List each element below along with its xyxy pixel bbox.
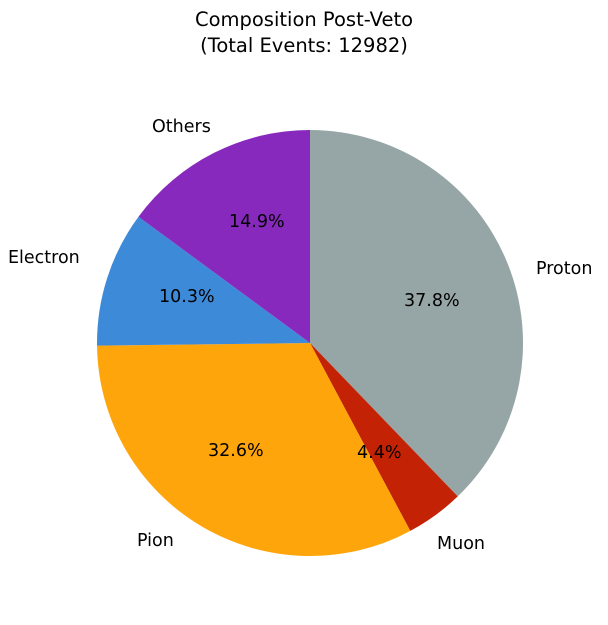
slice-percent-proton: 37.8% <box>404 291 460 311</box>
pie-slice-electron <box>97 216 310 346</box>
chart-title-line-2: (Total Events: 12982) <box>200 34 408 57</box>
pie-slice-muon <box>310 343 458 531</box>
pie-slice-proton <box>310 130 524 497</box>
slice-percent-electron: 10.3% <box>159 287 215 307</box>
slice-percent-others: 14.9% <box>229 212 285 232</box>
slice-label-others: Others <box>152 117 211 137</box>
slice-percent-muon: 4.4% <box>357 443 402 463</box>
slice-label-proton: Proton <box>536 259 593 279</box>
slice-label-pion: Pion <box>137 531 174 551</box>
pie-slice-pion <box>97 343 411 557</box>
pie-slice-others <box>138 130 310 343</box>
slice-label-electron: Electron <box>8 248 80 268</box>
slice-percent-pion: 32.6% <box>208 441 264 461</box>
pie-slices-group <box>97 130 524 557</box>
slice-label-muon: Muon <box>437 534 485 554</box>
chart-title-line-1: Composition Post-Veto <box>194 8 414 31</box>
